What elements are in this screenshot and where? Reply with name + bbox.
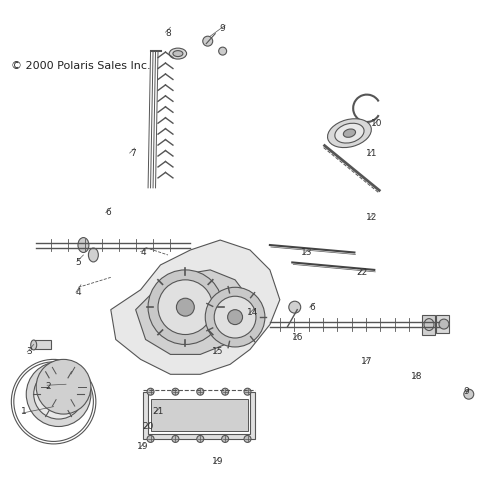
Circle shape: [176, 298, 194, 316]
Text: 20: 20: [142, 422, 154, 431]
Text: 2: 2: [46, 382, 52, 391]
Text: 9: 9: [464, 387, 469, 396]
Polygon shape: [136, 270, 250, 354]
Text: 7: 7: [130, 148, 136, 158]
Circle shape: [439, 319, 449, 329]
Circle shape: [158, 280, 212, 334]
Circle shape: [197, 388, 204, 395]
Ellipse shape: [30, 340, 36, 350]
Text: 19: 19: [138, 442, 149, 451]
Text: 1: 1: [21, 407, 26, 416]
Text: © 2000 Polaris Sales Inc.: © 2000 Polaris Sales Inc.: [12, 61, 151, 71]
Bar: [150, 399, 248, 432]
Circle shape: [222, 388, 228, 395]
Text: 12: 12: [366, 213, 378, 222]
Polygon shape: [111, 240, 280, 374]
Bar: [422, 314, 436, 334]
Ellipse shape: [344, 129, 355, 138]
Circle shape: [172, 436, 179, 442]
Circle shape: [148, 270, 222, 344]
Polygon shape: [143, 392, 255, 439]
Circle shape: [218, 47, 226, 55]
Text: 8: 8: [165, 29, 171, 38]
Circle shape: [147, 436, 154, 442]
Circle shape: [222, 436, 228, 442]
Circle shape: [197, 436, 204, 442]
Bar: [34, 340, 51, 349]
Text: 15: 15: [212, 348, 224, 356]
Circle shape: [289, 301, 300, 313]
Text: 6: 6: [106, 208, 111, 217]
Text: 4: 4: [140, 248, 146, 257]
Bar: [436, 315, 449, 333]
Circle shape: [244, 388, 251, 395]
Circle shape: [244, 436, 251, 442]
Text: 9: 9: [220, 24, 226, 33]
Text: 4: 4: [76, 288, 82, 297]
Ellipse shape: [328, 118, 372, 148]
Text: 6: 6: [310, 302, 315, 312]
Text: 14: 14: [247, 308, 258, 316]
Text: 18: 18: [411, 372, 422, 382]
Circle shape: [48, 384, 68, 404]
Text: 13: 13: [302, 248, 313, 257]
Text: 10: 10: [371, 118, 382, 128]
Text: 5: 5: [76, 258, 82, 267]
Ellipse shape: [169, 48, 186, 59]
Text: 17: 17: [361, 358, 372, 366]
Circle shape: [205, 288, 265, 347]
Text: 19: 19: [212, 457, 224, 466]
Circle shape: [36, 360, 91, 414]
Text: 16: 16: [292, 332, 303, 342]
Ellipse shape: [424, 318, 434, 330]
Circle shape: [172, 388, 179, 395]
Circle shape: [214, 296, 256, 338]
Circle shape: [203, 36, 212, 46]
Ellipse shape: [88, 248, 99, 262]
Circle shape: [34, 370, 84, 419]
Text: 21: 21: [152, 407, 164, 416]
Ellipse shape: [78, 238, 89, 252]
Ellipse shape: [173, 50, 183, 56]
Circle shape: [26, 362, 91, 426]
Ellipse shape: [335, 123, 364, 143]
Circle shape: [228, 310, 242, 324]
Text: 3: 3: [26, 348, 32, 356]
Circle shape: [464, 389, 474, 399]
Text: 11: 11: [366, 148, 378, 158]
Text: 22: 22: [356, 268, 368, 277]
Circle shape: [147, 388, 154, 395]
